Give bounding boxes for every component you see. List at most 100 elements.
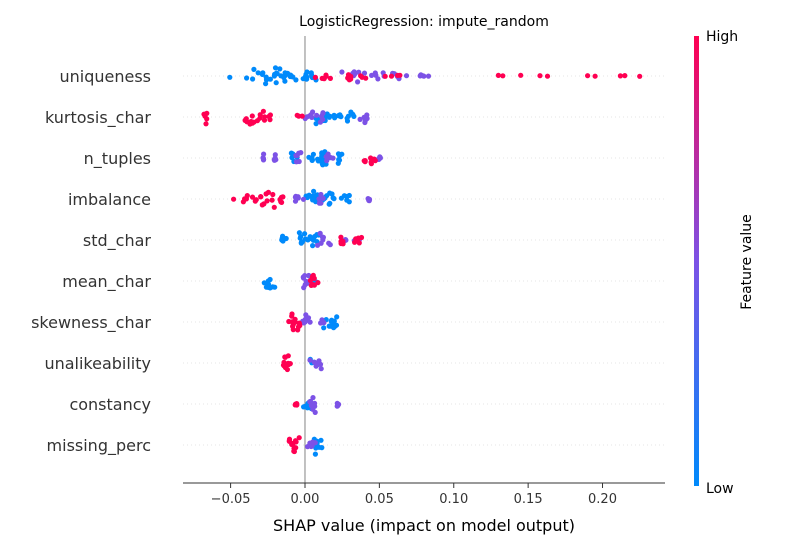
shap-point-kurtosis_char (296, 113, 302, 119)
shap-point-constancy (308, 403, 314, 409)
shap-point-kurtosis_char (254, 118, 260, 124)
shap-point-imbalance (269, 197, 275, 203)
shap-point-std_char (302, 231, 308, 237)
shap-point-constancy (294, 401, 300, 407)
shap-point-imbalance (279, 199, 285, 205)
shap-point-kurtosis_char (332, 115, 338, 121)
shap-point-imbalance (270, 191, 276, 198)
shap-point-uniqueness (637, 73, 643, 79)
shap-point-missing_perc (292, 438, 299, 444)
shap-point-kurtosis_char (310, 109, 316, 115)
shap-point-uniqueness (319, 75, 325, 81)
shap-point-uniqueness (375, 76, 381, 82)
shap-point-uniqueness (312, 74, 318, 80)
shap-point-imbalance (338, 195, 344, 201)
shap-point-kurtosis_char (326, 114, 332, 120)
shap-point-missing_perc (318, 437, 324, 443)
shap-point-kurtosis_char (314, 112, 320, 118)
shap-point-uniqueness (397, 72, 403, 78)
row-gridlines (183, 75, 665, 446)
shap-point-n_tuples (372, 158, 378, 164)
x-axis-label: SHAP value (impact on model output) (273, 516, 575, 535)
colorbar-high-label: High (706, 29, 738, 45)
feature-label-imbalance: imbalance (68, 190, 151, 209)
shap-point-n_tuples (326, 154, 333, 160)
shap-point-std_char (327, 242, 333, 248)
shap-point-uniqueness (359, 74, 365, 80)
colorbar-low-label: Low (706, 481, 734, 497)
shap-point-uniqueness (352, 71, 358, 77)
shap-point-uniqueness (544, 73, 551, 79)
shap-point-kurtosis_char (266, 113, 272, 120)
shap-point-uniqueness (339, 69, 345, 75)
shap-point-imbalance (271, 204, 277, 210)
shap-point-uniqueness (282, 73, 288, 79)
shap-point-std_char (310, 236, 316, 242)
shap-point-uniqueness (500, 73, 506, 79)
shap-point-uniqueness (287, 73, 293, 80)
shap-point-n_tuples (318, 157, 324, 163)
shap-point-imbalance (263, 191, 269, 197)
shap-point-n_tuples (337, 153, 343, 159)
shap-point-n_tuples (368, 155, 374, 161)
feature-label-missing_perc: missing_perc (47, 436, 151, 456)
shap-point-kurtosis_char (318, 113, 325, 119)
shap-point-imbalance (249, 194, 256, 200)
shap-point-imbalance (319, 195, 325, 201)
shap-point-uniqueness (327, 75, 333, 81)
shap-point-imbalance (327, 200, 333, 206)
shap-point-uniqueness (361, 70, 368, 76)
shap-point-imbalance (252, 198, 258, 204)
shap-point-uniqueness (323, 72, 329, 78)
shap-point-constancy (301, 404, 307, 410)
shap-point-imbalance (311, 188, 317, 194)
shap-point-unalikeability (313, 363, 319, 369)
shap-point-imbalance (240, 199, 246, 205)
shap-point-uniqueness (255, 70, 261, 76)
shap-point-uniqueness (227, 74, 233, 80)
feature-label-mean_char: mean_char (62, 272, 151, 292)
x-tick-label: 0.15 (514, 492, 543, 507)
shap-point-unalikeability (318, 366, 324, 372)
shap-point-skewness_char (334, 314, 340, 320)
shap-point-uniqueness (355, 79, 361, 85)
shap-point-kurtosis_char (345, 113, 351, 119)
shap-point-std_char (296, 230, 302, 236)
shap-point-skewness_char (286, 318, 292, 325)
shap-point-uniqueness (251, 66, 257, 72)
shap-point-kurtosis_char (204, 116, 210, 122)
shap-point-uniqueness (263, 77, 270, 83)
shap-point-mean_char (261, 280, 267, 286)
shap-point-uniqueness (273, 80, 279, 86)
feature-labels: uniqueness kurtosis_char n_tuples imbalance… (31, 67, 151, 456)
shap-point-uniqueness (425, 73, 432, 79)
shap-point-uniqueness (369, 72, 375, 78)
shap-point-uniqueness (418, 72, 424, 78)
shap-point-imbalance (365, 196, 371, 202)
x-axis: −0.05 0.00 0.05 0.10 0.15 0.20 (183, 482, 665, 507)
shap-point-std_char (338, 234, 344, 240)
shap-point-uniqueness (277, 66, 283, 72)
shap-point-mean_char (315, 280, 321, 286)
shap-point-mean_char (267, 276, 273, 283)
shap-point-imbalance (261, 201, 267, 207)
shap-point-imbalance (258, 194, 264, 200)
shap-point-std_char (338, 240, 344, 247)
shap-point-kurtosis_char (249, 113, 255, 119)
shap-point-n_tuples (368, 159, 374, 165)
shap-point-uniqueness (348, 73, 354, 80)
shap-point-unalikeability (285, 353, 291, 359)
feature-label-skewness_char: skewness_char (31, 313, 151, 333)
shap-point-uniqueness (403, 73, 410, 79)
shap-point-n_tuples (272, 155, 278, 161)
shap-point-imbalance (300, 196, 307, 202)
shap-point-kurtosis_char (351, 113, 357, 119)
shap-point-std_char (320, 234, 326, 240)
feature-label-unalikeability: unalikeability (44, 354, 151, 373)
shap-point-missing_perc (293, 445, 299, 451)
shap-point-missing_perc (316, 444, 322, 450)
shap-point-uniqueness (585, 73, 591, 79)
shap-point-uniqueness (622, 73, 628, 79)
shap-point-uniqueness (388, 73, 395, 79)
